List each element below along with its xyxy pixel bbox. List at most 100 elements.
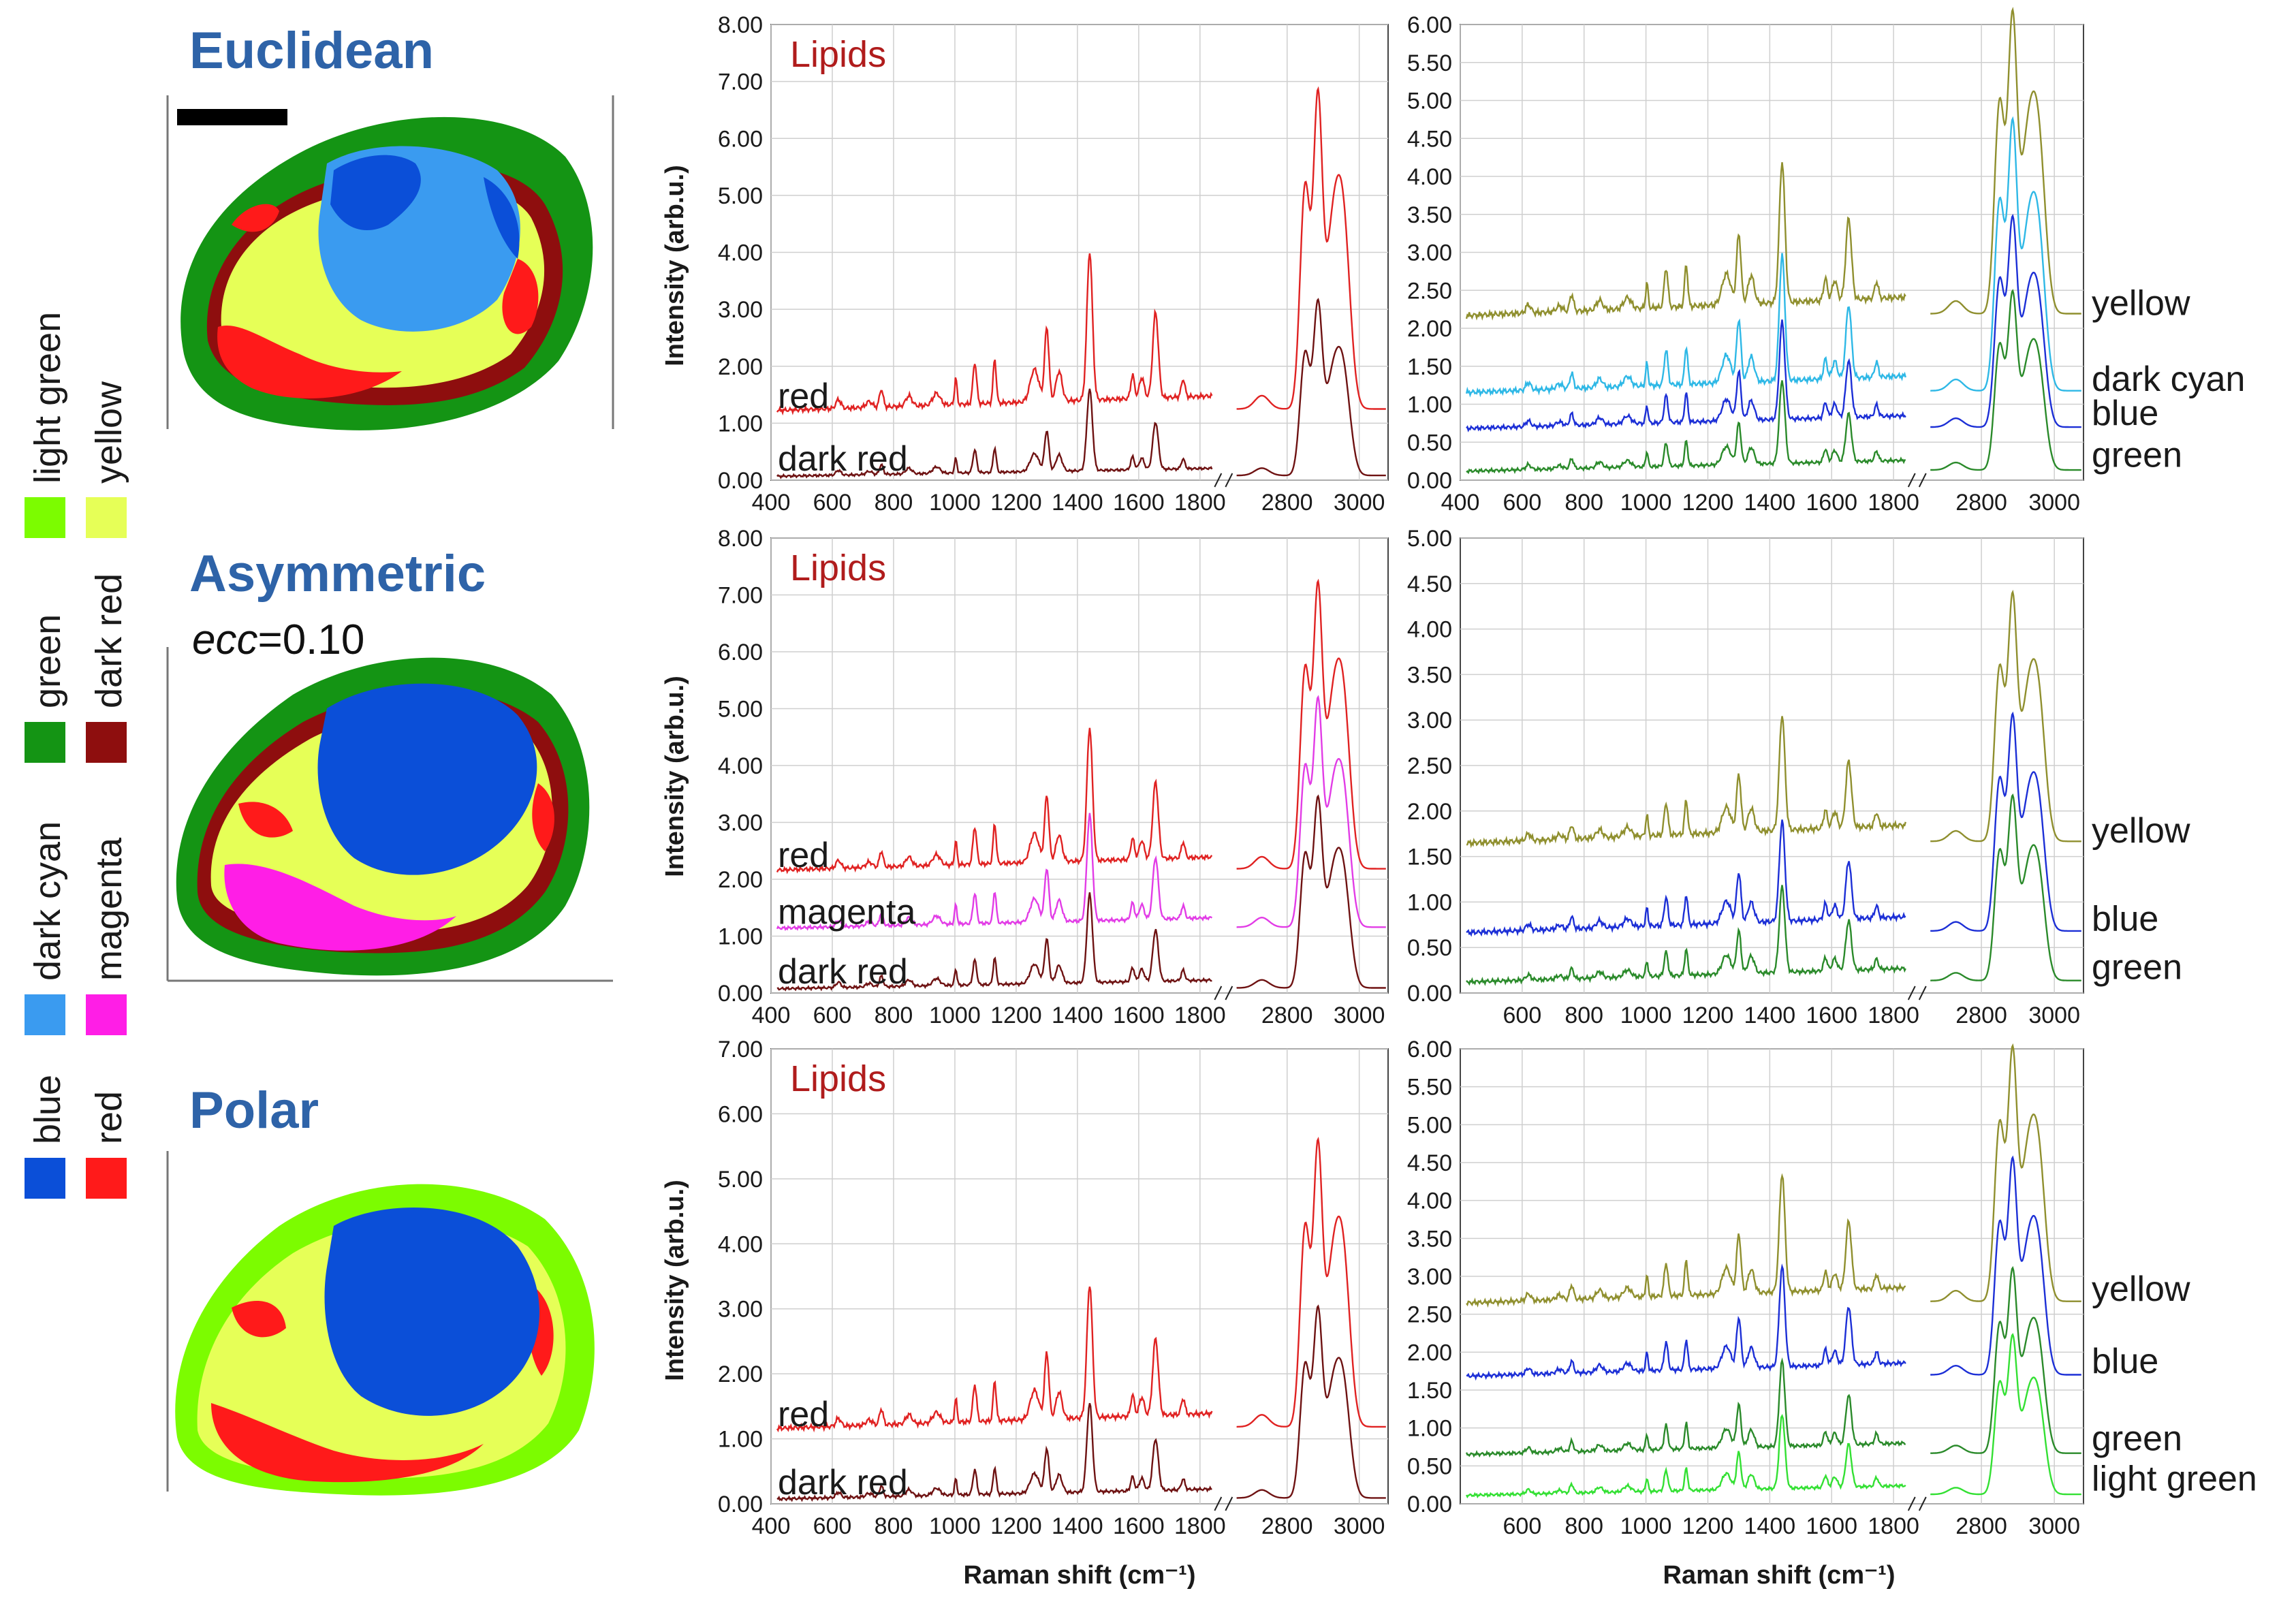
series-line-blue [1466, 819, 1906, 937]
legend: light green yellow green dark red dark c… [25, 312, 129, 1199]
y-tick-label: 7.00 [718, 1037, 763, 1062]
y-tick-label: 2.50 [1407, 1302, 1452, 1328]
legend-label-yellow: yellow [89, 381, 129, 484]
series-line-dark-cyan [1930, 116, 2081, 392]
trace-label-green: green [2092, 947, 2182, 987]
x-tick-label: 600 [813, 1003, 852, 1028]
chart-panel-2: 0.00 0.50 1.00 1.50 2.00 2.50 3.00 3.50 4.00 4.50… [1407, 6, 2245, 516]
trace-label-dark-red: dark red [778, 952, 908, 992]
x-tick-label: 400 [752, 1513, 791, 1539]
axis-break [1225, 473, 1233, 488]
legend-label-dark-red: dark red [89, 573, 129, 708]
y-tick-label: 1.50 [1407, 845, 1452, 870]
x-tick-label: 600 [1503, 490, 1542, 516]
x-tick-label: 1600 [1806, 1513, 1857, 1539]
axis-break [1918, 473, 1927, 488]
x-tick-label: 3000 [1334, 490, 1385, 516]
trace-label-green: green [2092, 435, 2182, 475]
y-tick-label: 2.00 [1407, 799, 1452, 825]
chart-panel-5: 0.00 1.00 2.00 3.00 4.00 5.00 6.00 7.00 400 600 80… [718, 1037, 1389, 1539]
x-tick-label: 400 [752, 1003, 791, 1028]
x-tick-label: 1200 [1682, 1003, 1734, 1028]
y-tick-label: 3.50 [1407, 1226, 1452, 1252]
y-tick-label: 4.00 [718, 753, 763, 779]
y-tick-label: 1.00 [718, 1427, 763, 1453]
series-line-blue [1930, 213, 2081, 428]
x-tick-label: 400 [1441, 490, 1480, 516]
legend-label-blue: blue [27, 1075, 68, 1144]
y-tick-label: 0.00 [718, 468, 763, 494]
y-tick-label: 3.50 [1407, 662, 1452, 688]
y-tick-label: 5.50 [1407, 1075, 1452, 1101]
y-tick-label: 5.00 [1407, 89, 1452, 114]
chart-panel-6: 0.00 0.50 1.00 1.50 2.00 2.50 3.00 3.50 4.00 4.50… [1407, 1037, 2257, 1539]
y-tick-label: 2.50 [1407, 278, 1452, 304]
y-tick-label: 0.50 [1407, 935, 1452, 961]
series-line-blue [1466, 319, 1906, 432]
legend-swatch-green [25, 722, 65, 763]
y-tick-label: 4.00 [718, 240, 763, 266]
series-line-yellow [1466, 716, 1906, 849]
x-tick-label: 1000 [929, 1513, 981, 1539]
x-tick-label: 1600 [1113, 490, 1165, 516]
x-tick-label: 800 [875, 490, 913, 516]
y-tick-label: 3.00 [718, 810, 763, 836]
trace-label-blue: blue [2092, 900, 2158, 939]
y-tick-label: 4.00 [1407, 617, 1452, 643]
x-tick-label: 1800 [1174, 1003, 1226, 1028]
series-line-blue [1930, 1155, 2081, 1376]
x-tick-label: 1600 [1113, 1513, 1165, 1539]
y-tick-label: 1.50 [1407, 1378, 1452, 1404]
x-tick-label: 1400 [1744, 1003, 1796, 1028]
y-tick-label: 1.00 [718, 411, 763, 437]
y-tick-label: 2.50 [1407, 753, 1452, 779]
legend-swatch-dark-red [86, 722, 127, 763]
x-tick-label: 1200 [990, 490, 1042, 516]
y-tick-label: 1.00 [1407, 889, 1452, 915]
map-subtitle-asymmetric: ecc=0.10 [192, 616, 364, 663]
axis-break [1907, 986, 1916, 1000]
series-line-light-green [1466, 1413, 1906, 1499]
x-tick-label: 800 [875, 1003, 913, 1028]
series-line-red [1236, 578, 1386, 870]
map-title-asymmetric: Asymmetric [189, 545, 486, 603]
x-tick-label: 1000 [1620, 1003, 1672, 1028]
y-tick-label: 3.00 [718, 297, 763, 323]
series-line-yellow [1465, 162, 1906, 321]
x-tick-label: 1800 [1868, 1513, 1919, 1539]
trace-label-yellow: yellow [2092, 1270, 2190, 1309]
x-tick-label: 1000 [929, 1003, 981, 1028]
trace-label-dark-cyan: dark cyan [2092, 360, 2245, 399]
x-tick-label: 1400 [1744, 1513, 1796, 1539]
trace-label-yellow: yellow [2092, 811, 2190, 851]
x-tick-label: 1400 [1052, 490, 1103, 516]
y-tick-label: 0.00 [1407, 468, 1452, 494]
axis-break [1225, 986, 1233, 1000]
y-tick-label: 2.00 [1407, 316, 1452, 342]
y-tick-label: 8.00 [718, 12, 763, 38]
axis-break [1214, 986, 1223, 1000]
x-tick-label: 1800 [1868, 1003, 1919, 1028]
axis-break [1214, 473, 1223, 488]
legend-label-dark-cyan: dark cyan [27, 821, 68, 981]
y-tick-label: 0.00 [718, 981, 763, 1007]
plot-frame [770, 1048, 1389, 1504]
legend-swatch-light-green [25, 497, 65, 538]
x-tick-label: 2800 [1955, 1513, 2007, 1539]
x-tick-label: 2800 [1955, 1003, 2007, 1028]
y-tick-label: 3.00 [1407, 1264, 1452, 1290]
x-tick-label: 400 [752, 490, 791, 516]
y-tick-label: 3.50 [1407, 202, 1452, 228]
y-tick-label: 1.00 [1407, 1416, 1452, 1442]
legend-swatch-red [86, 1158, 127, 1199]
x-tick-label: 1400 [1744, 490, 1796, 516]
x-tick-label: 1600 [1806, 1003, 1857, 1028]
y-tick-label: 2.00 [718, 354, 763, 380]
x-tick-label: 1000 [1620, 1513, 1672, 1539]
x-tick-label: 1800 [1174, 1513, 1226, 1539]
y-tick-label: 5.00 [718, 183, 763, 209]
y-tick-label: 2.00 [718, 867, 763, 893]
trace-label-blue: blue [2092, 394, 2158, 433]
y-tick-label: 6.00 [718, 126, 763, 152]
y-tick-label: 5.00 [1407, 1112, 1452, 1138]
